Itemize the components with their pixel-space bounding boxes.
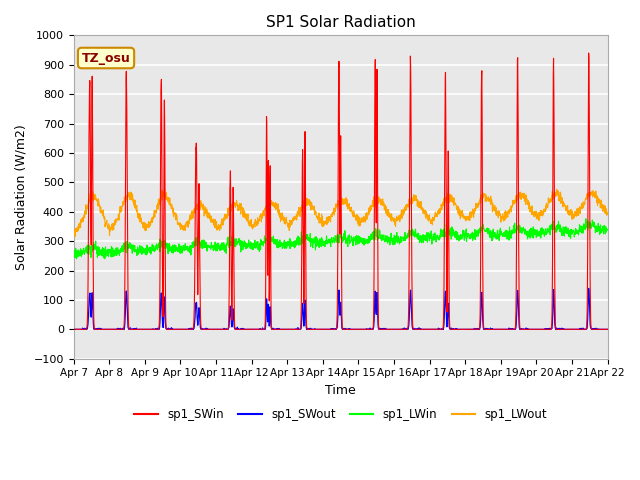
Y-axis label: Solar Radiation (W/m2): Solar Radiation (W/m2)	[15, 124, 28, 270]
Title: SP1 Solar Radiation: SP1 Solar Radiation	[266, 15, 415, 30]
Text: TZ_osu: TZ_osu	[82, 51, 131, 64]
Legend: sp1_SWin, sp1_SWout, sp1_LWin, sp1_LWout: sp1_SWin, sp1_SWout, sp1_LWin, sp1_LWout	[129, 403, 552, 426]
X-axis label: Time: Time	[325, 384, 356, 397]
